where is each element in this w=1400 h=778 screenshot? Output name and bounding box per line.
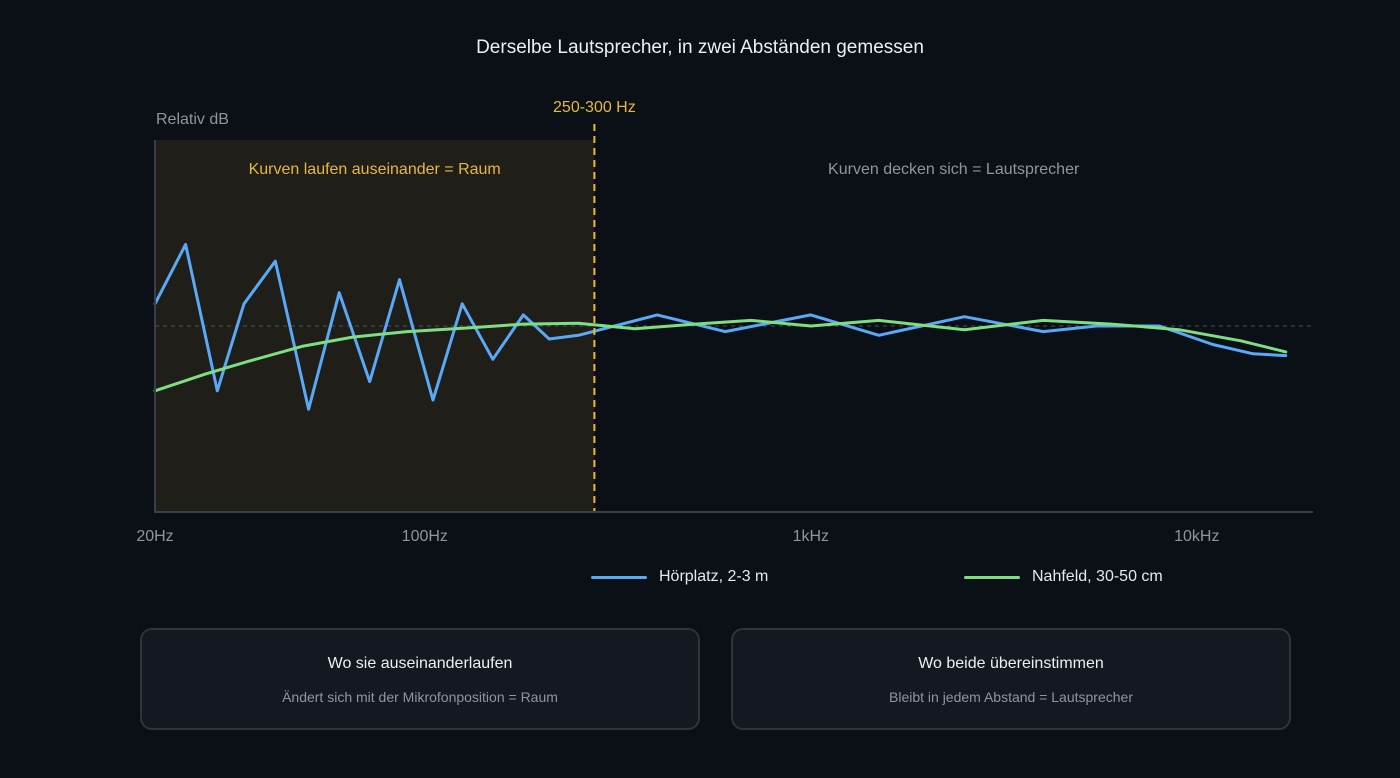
legend-item-listening-position: Hörplatz, 2-3 m xyxy=(591,568,768,586)
legend-item-nearfield: Nahfeld, 30-50 cm xyxy=(964,568,1163,586)
info-card-speaker-title: Wo beide übereinstimmen xyxy=(918,655,1104,672)
series-layer xyxy=(153,243,1288,411)
info-card-speaker: Wo beide übereinstimmen Bleibt in jedem … xyxy=(731,628,1291,730)
x-tick-labels: 20Hz 100Hz 1kHz 10kHz xyxy=(136,528,1219,545)
x-tick-label-0: 20Hz xyxy=(136,528,173,545)
chart-title: Derselbe Lautsprecher, in zwei Abständen… xyxy=(476,37,924,58)
legend-label-listening-position: Hörplatz, 2-3 m xyxy=(659,568,769,585)
info-card-room-title: Wo sie auseinanderlaufen xyxy=(327,655,513,672)
x-tick-label-3: 10kHz xyxy=(1174,528,1219,545)
info-card-speaker-text: Bleibt in jedem Abstand = Lautsprecher xyxy=(889,689,1133,705)
x-tick-label-1: 100Hz xyxy=(402,528,448,545)
legend-label-nearfield: Nahfeld, 30-50 cm xyxy=(1032,568,1163,585)
y-axis-label: Relativ dB xyxy=(156,111,229,128)
info-card-room: Wo sie auseinanderlaufen Ändert sich mit… xyxy=(140,628,700,730)
frequency-response-chart: Kurven laufen auseinander = Raum Kurven d… xyxy=(136,99,1313,545)
legend-swatch-listening-position xyxy=(591,575,647,579)
region-0-label: Kurven laufen auseinander = Raum xyxy=(249,161,501,178)
series-line-0 xyxy=(153,243,1288,411)
crossover-marker-label: 250-300 Hz xyxy=(553,99,636,116)
legend: Hörplatz, 2-3 m Nahfeld, 30-50 cm xyxy=(0,568,1400,592)
info-card-room-text: Ändert sich mit der Mikrofonposition = R… xyxy=(282,689,558,705)
legend-swatch-nearfield xyxy=(964,575,1020,579)
region-1-label: Kurven decken sich = Lautsprecher xyxy=(828,161,1080,178)
series-line-1 xyxy=(153,318,1288,393)
x-tick-label-2: 1kHz xyxy=(793,528,829,545)
